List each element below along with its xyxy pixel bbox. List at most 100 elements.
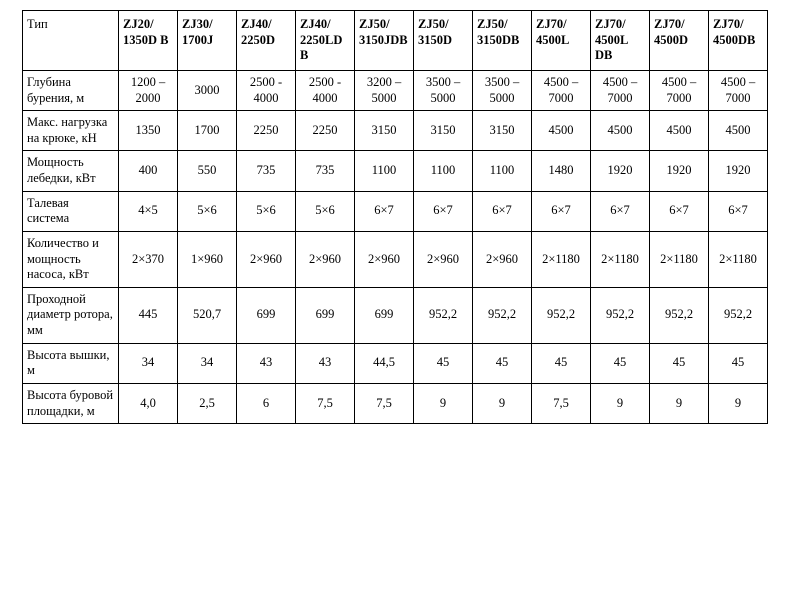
cell: 6×7	[414, 191, 473, 231]
cell: 7,5	[296, 383, 355, 423]
col-header: ZJ70/ 4500L	[532, 11, 591, 71]
cell: 952,2	[709, 287, 768, 343]
cell: 6×7	[709, 191, 768, 231]
table-head: Тип ZJ20/ 1350D B ZJ30/ 1700J ZJ40/ 2250…	[23, 11, 768, 71]
col-header: ZJ70/ 4500L DB	[591, 11, 650, 71]
table-row: Количество и мощность насоса, кВт 2×370 …	[23, 231, 768, 287]
row-label: Мощность лебедки, кВт	[23, 151, 119, 191]
cell: 5×6	[237, 191, 296, 231]
cell: 43	[296, 343, 355, 383]
table-row: Глубина бурения, м 1200 – 2000 3000 2500…	[23, 70, 768, 110]
row-label: Высота буровой площадки, м	[23, 383, 119, 423]
cell: 6×7	[473, 191, 532, 231]
cell: 1350	[119, 111, 178, 151]
cell: 735	[237, 151, 296, 191]
cell: 45	[473, 343, 532, 383]
cell: 9	[414, 383, 473, 423]
cell: 6×7	[532, 191, 591, 231]
cell: 4500 – 7000	[591, 70, 650, 110]
cell: 9	[473, 383, 532, 423]
col-header: ZJ70/ 4500D	[650, 11, 709, 71]
cell: 952,2	[532, 287, 591, 343]
spec-table: Тип ZJ20/ 1350D B ZJ30/ 1700J ZJ40/ 2250…	[22, 10, 768, 424]
cell: 34	[178, 343, 237, 383]
cell: 1200 – 2000	[119, 70, 178, 110]
row-label: Количество и мощность насоса, кВт	[23, 231, 119, 287]
page: Тип ZJ20/ 1350D B ZJ30/ 1700J ZJ40/ 2250…	[0, 0, 790, 434]
cell: 2×960	[296, 231, 355, 287]
cell: 952,2	[414, 287, 473, 343]
cell: 400	[119, 151, 178, 191]
cell: 6	[237, 383, 296, 423]
cell: 45	[709, 343, 768, 383]
cell: 3500 – 5000	[414, 70, 473, 110]
cell: 1920	[650, 151, 709, 191]
cell: 45	[532, 343, 591, 383]
cell: 2250	[296, 111, 355, 151]
cell: 4500 – 7000	[709, 70, 768, 110]
cell: 3150	[473, 111, 532, 151]
cell: 4×5	[119, 191, 178, 231]
cell: 2×370	[119, 231, 178, 287]
row-label: Талевая система	[23, 191, 119, 231]
cell: 5×6	[296, 191, 355, 231]
cell: 2500 - 4000	[296, 70, 355, 110]
cell: 4500 – 7000	[650, 70, 709, 110]
cell: 2×960	[237, 231, 296, 287]
cell: 9	[650, 383, 709, 423]
cell: 3150	[355, 111, 414, 151]
col-header: ZJ30/ 1700J	[178, 11, 237, 71]
cell: 45	[591, 343, 650, 383]
cell: 699	[296, 287, 355, 343]
cell: 44,5	[355, 343, 414, 383]
cell: 4500 – 7000	[532, 70, 591, 110]
cell: 5×6	[178, 191, 237, 231]
cell: 2×1180	[709, 231, 768, 287]
row-label: Высота вышки, м	[23, 343, 119, 383]
cell: 2250	[237, 111, 296, 151]
table-body: Глубина бурения, м 1200 – 2000 3000 2500…	[23, 70, 768, 423]
cell: 520,7	[178, 287, 237, 343]
table-row: Мощность лебедки, кВт 400 550 735 735 11…	[23, 151, 768, 191]
cell: 3500 – 5000	[473, 70, 532, 110]
cell: 4500	[532, 111, 591, 151]
cell: 3000	[178, 70, 237, 110]
cell: 1×960	[178, 231, 237, 287]
cell: 699	[237, 287, 296, 343]
cell: 6×7	[650, 191, 709, 231]
col-header: ZJ40/ 2250LD B	[296, 11, 355, 71]
cell: 2×960	[414, 231, 473, 287]
cell: 45	[650, 343, 709, 383]
cell: 34	[119, 343, 178, 383]
cell: 9	[709, 383, 768, 423]
cell: 6×7	[591, 191, 650, 231]
cell: 1100	[355, 151, 414, 191]
cell: 4500	[591, 111, 650, 151]
cell: 550	[178, 151, 237, 191]
cell: 952,2	[650, 287, 709, 343]
col-header: ZJ50/ 3150DB	[473, 11, 532, 71]
row-label: Глубина бурения, м	[23, 70, 119, 110]
row-label: Макс. нагрузка на крюке, кН	[23, 111, 119, 151]
cell: 7,5	[355, 383, 414, 423]
cell: 2×1180	[650, 231, 709, 287]
cell: 3200 – 5000	[355, 70, 414, 110]
cell: 45	[414, 343, 473, 383]
cell: 1920	[591, 151, 650, 191]
table-row: Проходной диаметр ротора, мм 445 520,7 6…	[23, 287, 768, 343]
row-label: Проходной диаметр ротора, мм	[23, 287, 119, 343]
cell: 4,0	[119, 383, 178, 423]
cell: 2×960	[355, 231, 414, 287]
cell: 2×1180	[591, 231, 650, 287]
col-header: ZJ20/ 1350D B	[119, 11, 178, 71]
header-row: Тип ZJ20/ 1350D B ZJ30/ 1700J ZJ40/ 2250…	[23, 11, 768, 71]
header-type-label: Тип	[23, 11, 119, 71]
cell: 2500 - 4000	[237, 70, 296, 110]
cell: 1480	[532, 151, 591, 191]
cell: 699	[355, 287, 414, 343]
col-header: ZJ40/ 2250D	[237, 11, 296, 71]
cell: 7,5	[532, 383, 591, 423]
cell: 952,2	[473, 287, 532, 343]
col-header: ZJ50/ 3150JDB	[355, 11, 414, 71]
cell: 4500	[650, 111, 709, 151]
